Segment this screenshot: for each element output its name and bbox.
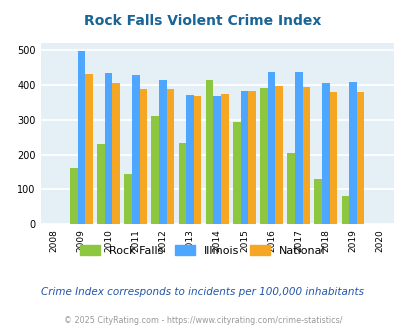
Bar [267, 72, 275, 224]
Bar [159, 80, 166, 224]
Bar [139, 89, 147, 224]
Bar [247, 91, 255, 224]
Bar [85, 74, 92, 224]
Bar [213, 96, 220, 224]
Text: © 2025 CityRating.com - https://www.cityrating.com/crime-statistics/: © 2025 CityRating.com - https://www.city… [64, 315, 341, 325]
Bar [348, 82, 356, 224]
Bar [186, 95, 193, 224]
Bar [356, 92, 364, 224]
Bar [104, 73, 112, 224]
Bar [232, 122, 240, 224]
Bar [287, 153, 294, 224]
Bar [240, 91, 247, 224]
Bar [70, 168, 77, 224]
Bar [329, 92, 337, 224]
Legend: Rock Falls, Illinois, National: Rock Falls, Illinois, National [76, 241, 329, 260]
Bar [97, 144, 104, 224]
Bar [77, 50, 85, 224]
Bar [314, 179, 321, 224]
Bar [275, 86, 282, 224]
Bar [205, 80, 213, 224]
Bar [178, 143, 186, 224]
Bar [193, 96, 201, 224]
Bar [151, 116, 159, 224]
Bar [341, 196, 348, 224]
Bar [294, 72, 302, 224]
Bar [112, 83, 119, 224]
Bar [220, 94, 228, 224]
Text: Rock Falls Violent Crime Index: Rock Falls Violent Crime Index [84, 15, 321, 28]
Bar [124, 175, 132, 224]
Bar [132, 75, 139, 224]
Text: Crime Index corresponds to incidents per 100,000 inhabitants: Crime Index corresponds to incidents per… [41, 287, 364, 297]
Bar [302, 87, 309, 224]
Bar [166, 89, 174, 224]
Bar [260, 88, 267, 224]
Bar [321, 83, 329, 224]
